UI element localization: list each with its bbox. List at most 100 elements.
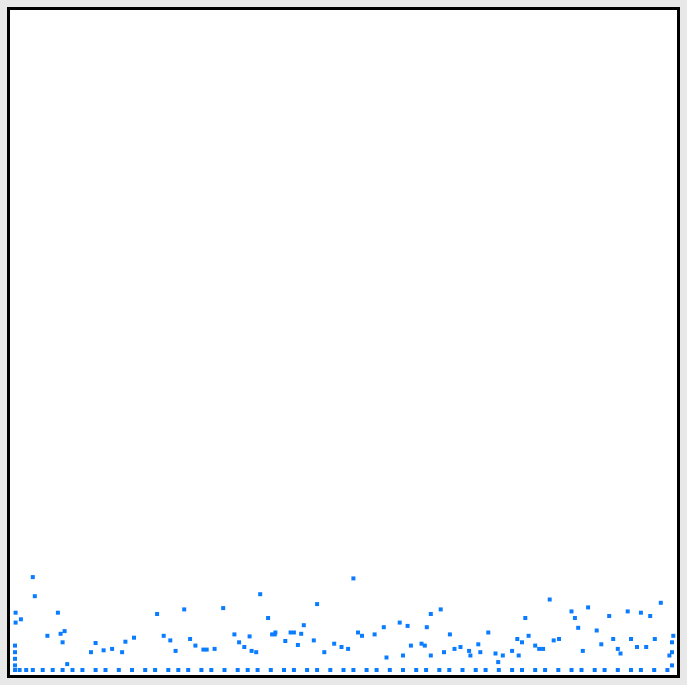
data-point: [543, 668, 548, 672]
data-point: [173, 648, 178, 653]
data-point: [424, 625, 429, 630]
data-point: [351, 576, 356, 581]
data-point: [13, 620, 18, 625]
data-point: [235, 668, 240, 672]
data-point: [602, 668, 607, 672]
data-point: [30, 575, 35, 580]
data-point: [32, 594, 37, 599]
data-point: [18, 617, 23, 622]
data-point: [586, 605, 591, 610]
data-point: [254, 650, 259, 655]
data-point: [541, 646, 546, 651]
data-point: [360, 633, 364, 638]
data-point: [209, 668, 214, 672]
data-point: [537, 646, 542, 651]
data-point: [328, 668, 333, 672]
data-point: [40, 668, 45, 672]
data-point: [569, 609, 574, 614]
data-point: [629, 668, 633, 672]
data-point: [60, 668, 65, 672]
data-point: [161, 633, 166, 638]
data-point: [422, 643, 427, 648]
data-point: [199, 668, 204, 672]
data-point: [607, 614, 612, 618]
data-point: [242, 645, 247, 649]
data-point: [397, 620, 402, 625]
data-point: [103, 668, 108, 672]
data-point: [266, 616, 271, 620]
data-point: [166, 668, 171, 672]
data-point: [652, 668, 657, 672]
data-point: [648, 614, 653, 618]
data-point: [30, 668, 35, 672]
data-point: [576, 625, 581, 630]
data-point: [153, 668, 158, 672]
data-point: [493, 651, 498, 656]
data-point: [315, 602, 320, 607]
data-point: [132, 635, 136, 640]
data-point: [447, 632, 452, 637]
data-point: [629, 637, 633, 641]
data-point: [599, 642, 604, 647]
data-point: [245, 668, 250, 672]
data-point: [237, 640, 242, 645]
data-point: [130, 668, 134, 672]
data-point: [305, 668, 310, 672]
data-point: [496, 660, 501, 665]
data-point: [311, 638, 316, 643]
data-point: [460, 668, 465, 672]
data-point: [437, 668, 442, 672]
data-point: [364, 668, 369, 672]
data-point: [247, 634, 252, 639]
plot-area: [7, 7, 680, 678]
data-point: [520, 640, 524, 645]
data-point: [670, 640, 674, 645]
data-point: [419, 641, 424, 646]
data-point: [268, 668, 273, 672]
data-point: [476, 642, 481, 647]
data-point: [467, 648, 472, 653]
data-point: [13, 650, 17, 655]
data-point: [356, 630, 360, 635]
data-point: [500, 653, 505, 658]
data-point: [55, 610, 60, 615]
data-point: [387, 668, 392, 672]
data-point: [458, 645, 463, 649]
data-point: [615, 668, 620, 672]
data-point: [80, 668, 85, 672]
data-point: [204, 647, 209, 652]
data-point: [592, 668, 597, 672]
data-point: [17, 668, 22, 672]
data-point: [45, 633, 50, 638]
data-point: [516, 653, 521, 658]
data-point: [644, 645, 649, 649]
data-point: [515, 637, 520, 641]
data-point: [295, 643, 300, 647]
data-point: [282, 668, 286, 672]
data-point: [255, 668, 260, 672]
data-point: [89, 650, 93, 655]
data-point: [123, 639, 128, 644]
data-point: [332, 641, 337, 646]
data-point: [288, 630, 293, 635]
data-point: [468, 653, 473, 658]
data-point: [625, 609, 630, 614]
data-point: [120, 650, 125, 655]
data-point: [478, 650, 483, 655]
data-point: [635, 645, 639, 649]
data-point: [212, 646, 217, 651]
data-point: [341, 668, 346, 672]
data-point: [58, 631, 63, 636]
data-point: [301, 623, 306, 628]
data-point: [526, 633, 531, 638]
data-point: [299, 631, 304, 636]
data-point: [611, 637, 616, 641]
data-point: [232, 632, 237, 637]
data-point: [638, 610, 643, 615]
data-point: [143, 668, 148, 672]
data-point: [670, 650, 674, 655]
data-point: [580, 648, 585, 653]
data-point: [13, 663, 17, 668]
data-point: [258, 592, 263, 597]
data-point: [221, 606, 226, 611]
